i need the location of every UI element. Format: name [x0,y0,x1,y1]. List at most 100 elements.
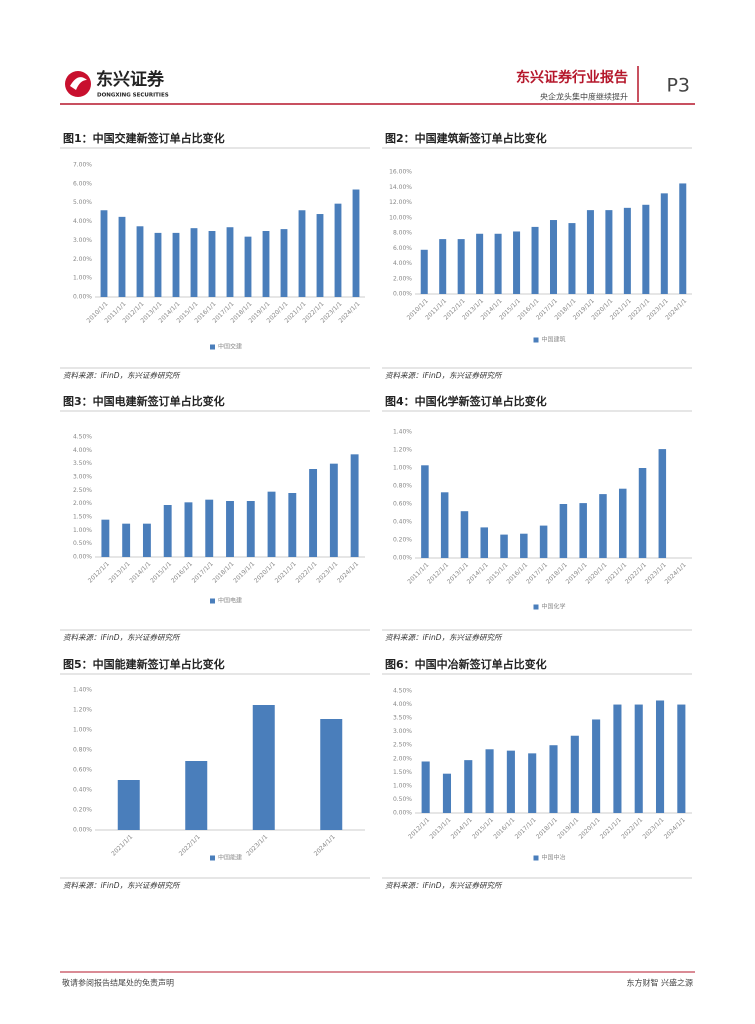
chart-title: 图1：中国交建新签订单占比变化 [63,131,225,145]
y-tick-label: 0.80% [393,483,412,490]
x-tick-label: 2019/1/1 [232,560,256,584]
bar [208,231,216,297]
bar [226,227,234,297]
bar [599,494,607,558]
bar [329,463,338,557]
bar [457,239,465,294]
source: 资料来源：iFinD，东兴证券研究所 [63,881,181,890]
bar [118,216,126,297]
page-number: P3 [666,75,690,97]
y-tick-label: 7.00% [73,162,92,169]
bar [267,491,276,557]
bar [658,449,667,558]
x-tick-label: 2022/1/1 [620,816,644,840]
y-tick-label: 4.00% [393,260,412,267]
source: 资料来源：iFinD，东兴证券研究所 [385,371,503,380]
legend-label: 中国中冶 [542,854,566,862]
y-tick-label: 3.00% [73,474,92,481]
x-tick-label: 2012/1/1 [87,560,111,584]
y-tick-label: 2.00% [73,500,92,507]
x-tick-label: 2023/1/1 [315,560,339,584]
y-tick-label: 0.20% [73,807,92,814]
y-tick-label: 0.40% [393,519,412,526]
bar [528,753,537,813]
chart-title: 图6：中国中冶新签订单占比变化 [385,657,547,671]
bar [421,761,430,813]
bar [246,501,255,557]
source: 资料来源：iFinD，东兴证券研究所 [63,371,181,380]
bar [618,488,627,558]
y-tick-label: 1.00% [73,727,92,734]
report-subtitle: 央企龙头集中度继续提升 [540,92,628,102]
x-tick-label: 2014/1/1 [128,560,152,584]
y-tick-label: 0.80% [73,747,92,754]
source: 资料来源：iFinD，东兴证券研究所 [385,633,503,642]
y-tick-label: 8.00% [393,230,412,237]
y-tick-label: 4.50% [73,434,92,441]
x-tick-label: 2024/1/1 [664,561,688,585]
bar [485,749,494,813]
y-tick-label: 0.00% [73,554,92,561]
y-tick-label: 1.00% [393,465,412,472]
x-tick-label: 2021/1/1 [599,816,623,840]
bar [460,511,469,558]
legend-label: 中国化学 [542,603,566,611]
footer-left: 敬请参阅报告结尾处的免责声明 [62,978,174,988]
bar [494,233,502,294]
y-tick-label: 1.50% [73,514,92,521]
x-tick-label: 2015/1/1 [149,560,173,584]
bar [531,226,539,294]
bar [288,493,297,557]
y-tick-label: 10.00% [389,214,412,221]
bar [185,761,208,830]
bar [506,750,515,813]
y-tick-label: 2.00% [393,275,412,282]
bar [586,210,594,294]
bar [476,233,484,294]
y-tick-label: 6.00% [73,180,92,187]
y-tick-label: 0.00% [73,827,92,834]
bar [280,229,288,297]
y-tick-label: 2.00% [73,256,92,263]
y-tick-label: 2.00% [393,755,412,762]
bar [262,231,270,297]
bar [500,534,508,558]
bar [421,465,429,558]
bar [252,705,275,830]
legend-swatch [210,598,215,604]
y-tick-label: 0.00% [393,555,412,562]
x-tick-label: 2020/1/1 [578,816,602,840]
y-tick-label: 6.00% [393,245,412,252]
y-tick-label: 4.00% [393,701,412,708]
bar [520,533,528,558]
y-tick-label: 0.20% [393,537,412,544]
bar [613,704,622,813]
bar [136,226,144,297]
x-tick-label: 2018/1/1 [211,560,235,584]
bar [605,210,613,294]
bar [677,704,686,813]
y-tick-label: 1.20% [393,447,412,454]
legend-label: 中国建筑 [542,336,566,344]
y-tick-label: 0.50% [393,796,412,803]
bar [513,231,521,294]
bar [439,239,447,294]
y-tick-label: 1.50% [393,769,412,776]
x-tick-label: 2023/1/1 [245,833,269,857]
bar [100,210,108,297]
y-tick-label: 14.00% [389,184,412,191]
legend-swatch [210,344,215,350]
bar [568,223,576,294]
bar [226,501,234,557]
bar [352,189,360,297]
bar [298,210,306,297]
footer-right: 东方财智 兴盛之源 [626,978,693,988]
logo-swoosh [70,77,87,90]
x-tick-label: 2013/1/1 [428,816,452,840]
x-tick-label: 2023/1/1 [642,816,666,840]
bar [642,204,650,294]
y-tick-label: 0.60% [393,501,412,508]
y-tick-label: 4.00% [73,218,92,225]
y-tick-label: 0.00% [393,291,412,298]
x-tick-label: 2012/1/1 [407,816,431,840]
